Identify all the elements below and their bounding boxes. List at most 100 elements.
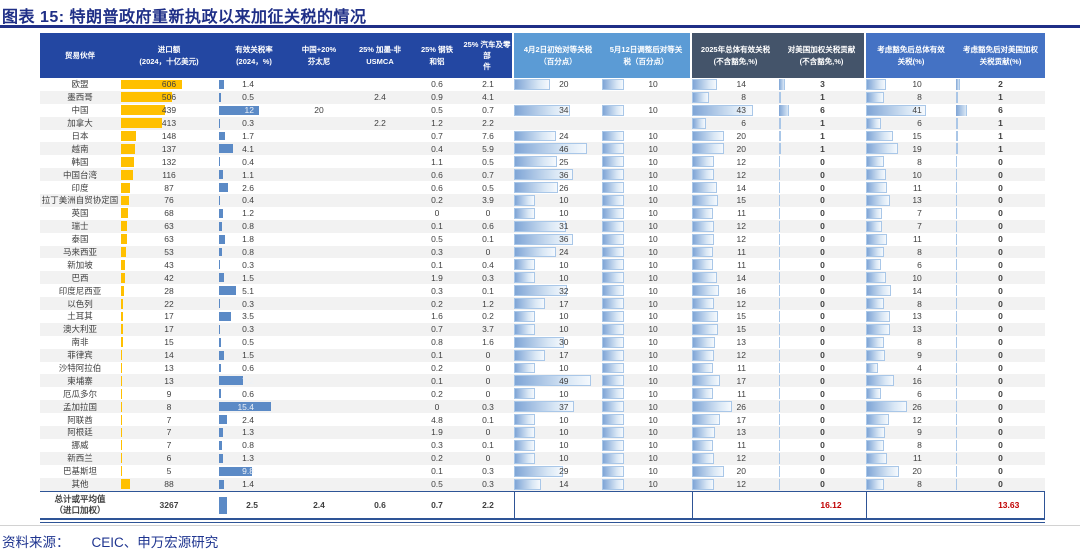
- cell-text: 0.5: [431, 105, 443, 116]
- cell-exempt_contrib: 0: [956, 439, 1045, 452]
- total-cell-apr2: [514, 491, 602, 519]
- cell-apr2: 10: [514, 439, 602, 452]
- data-bar: [692, 414, 721, 426]
- cell-text: 0: [820, 221, 825, 232]
- cell-eff_rate: 0.8: [218, 439, 290, 452]
- cell-autos: 2.1: [462, 78, 514, 91]
- header-line: 考虑豁免后对美国加权: [963, 45, 1038, 55]
- data-bar: [866, 259, 881, 271]
- cell-text: 506: [161, 92, 177, 103]
- data-bar: [602, 259, 624, 271]
- cell-text: 13: [164, 375, 174, 386]
- cell-text: [290, 310, 348, 323]
- cell-text: 11: [737, 247, 746, 258]
- cell-imports: 22: [120, 297, 218, 310]
- data-bar: [956, 79, 961, 90]
- data-bar: [866, 427, 885, 438]
- total-label-line: 总计或平均值: [54, 493, 106, 504]
- cell-text: 36: [559, 234, 569, 245]
- cell-partner: 土耳其: [40, 310, 120, 323]
- cell-text: 9: [917, 427, 922, 438]
- header-cell-exempt_contrib: 考虑豁免后对美国加权 关税贡献(%): [956, 33, 1045, 78]
- cell-partner: 印度尼西亚: [40, 284, 120, 297]
- data-bar: [866, 220, 883, 232]
- tariff-bar: [219, 389, 222, 399]
- data-bar: [692, 388, 713, 400]
- cell-text: 0: [998, 298, 1003, 309]
- cell-text: 14: [912, 285, 922, 296]
- cell-usmca: [348, 258, 412, 271]
- cell-text: 11: [912, 234, 922, 245]
- cell-text: 沙特阿拉伯: [58, 363, 102, 374]
- cell-steel: 0.9: [412, 91, 462, 104]
- cell-text: 0.5: [242, 92, 254, 103]
- cell-text: 0: [998, 182, 1003, 193]
- cell-text: 12: [912, 414, 922, 425]
- cell-fentanyl: [290, 220, 348, 233]
- cell-text: 孟加拉国: [62, 401, 97, 412]
- cell-text: 3267: [159, 500, 179, 510]
- cell-text: 16: [736, 285, 746, 296]
- data-bar: [956, 233, 957, 245]
- data-bar: [866, 79, 887, 90]
- header-line: 芬太尼: [307, 56, 331, 66]
- cell-text: 25: [559, 156, 569, 167]
- cell-exempt_contrib: 0: [956, 168, 1045, 181]
- cell-text: 0: [485, 247, 491, 258]
- data-bar: [692, 285, 720, 297]
- cell-us_contrib: 1: [779, 130, 866, 143]
- cell-fentanyl: [290, 426, 348, 439]
- cell-text: [348, 336, 412, 349]
- cell-exempt_contrib: 0: [956, 297, 1045, 310]
- cell-apr2: 29: [514, 465, 602, 478]
- header-cell-partner: 贸易伙伴: [40, 33, 120, 78]
- cell-steel: 0.8: [412, 336, 462, 349]
- data-bar: [779, 182, 780, 194]
- cell-text: 0: [998, 453, 1003, 464]
- cell-exempt_contrib: 0: [956, 155, 1045, 168]
- cell-text: 0.1: [482, 285, 494, 296]
- cell-text: [290, 168, 348, 181]
- cell-steel: 0.6: [412, 181, 462, 194]
- cell-text: 0: [485, 350, 491, 361]
- import-bar: [121, 285, 124, 296]
- cell-exempt_contrib: 0: [956, 374, 1045, 387]
- cell-fentanyl: [290, 387, 348, 400]
- cell-text: 8: [917, 156, 922, 167]
- cell-steel: 1.1: [412, 155, 462, 168]
- cell-text: 19: [912, 143, 922, 154]
- cell-text: [290, 142, 348, 155]
- cell-imports: 87: [120, 181, 218, 194]
- cell-text: 英国: [71, 208, 89, 219]
- data-bar: [602, 156, 624, 168]
- cell-partner: 其他: [40, 478, 120, 491]
- cell-text: [290, 284, 348, 297]
- cell-imports: 148: [120, 130, 218, 143]
- cell-exempt_contrib: 1: [956, 91, 1045, 104]
- import-bar: [121, 182, 130, 193]
- cell-text: 7: [917, 208, 922, 219]
- table-row: 巴西 42 1.5 1.9 0.3 10 10 14 0 10 0: [40, 271, 1045, 285]
- cell-total2025: 11: [692, 207, 779, 220]
- data-bar: [956, 336, 957, 348]
- cell-may12: 10: [602, 181, 692, 194]
- cell-imports: 7: [120, 439, 218, 452]
- header-line: 和铝: [429, 56, 445, 66]
- cell-text: [348, 400, 412, 413]
- data-bar: [692, 311, 718, 322]
- cell-imports: 53: [120, 246, 218, 259]
- table-header-row: 贸易伙伴 进口额 (2024，十亿美元) 有效关税率 (2024，%) 中国+20% 芬太尼…: [40, 33, 1045, 78]
- cell-eff_rate: 1.3: [218, 452, 290, 465]
- cell-text: 越南: [71, 143, 89, 154]
- cell-total2025: 17: [692, 374, 779, 387]
- cell-apr2: 10: [514, 426, 602, 439]
- cell-text: 0: [485, 208, 491, 219]
- cell-text: 4.8: [431, 414, 443, 425]
- cell-text: 0: [820, 247, 825, 258]
- table-row: 以色列 22 0.3 0.2 1.2 17 10 12 0 8 0: [40, 297, 1045, 311]
- source-text: CEIC、申万宏源研究: [91, 535, 219, 550]
- cell-text: [348, 246, 412, 259]
- cell-eff_rate: 1.3: [218, 426, 290, 439]
- header-line: 贸易伙伴: [65, 50, 95, 60]
